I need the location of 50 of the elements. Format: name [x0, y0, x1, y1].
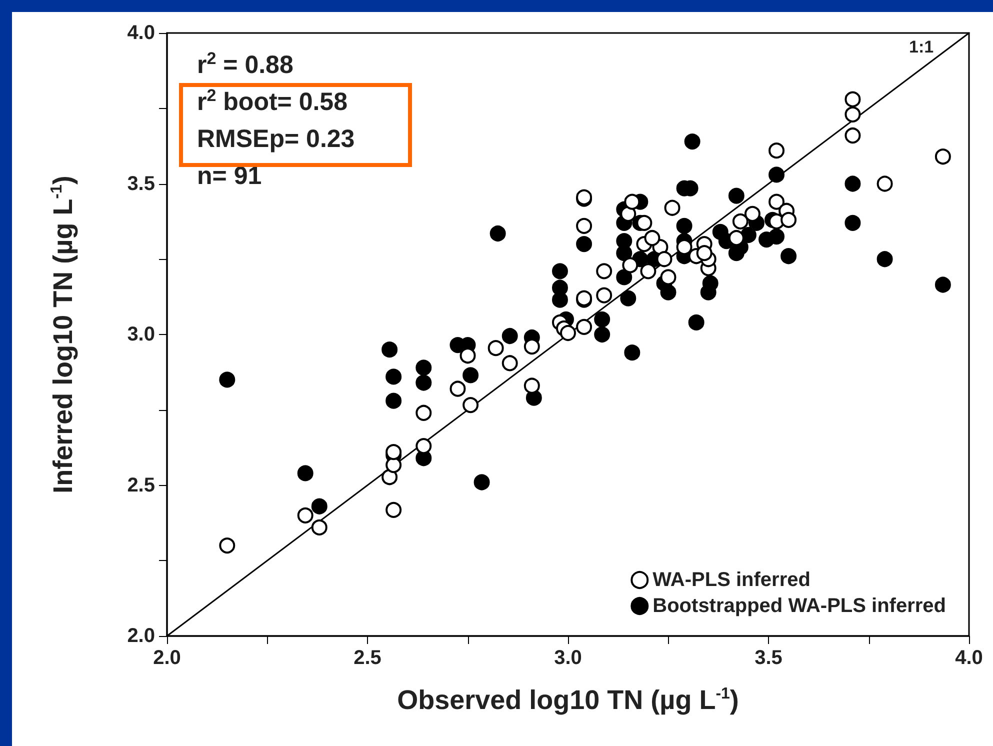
point [844, 128, 861, 144]
point [844, 106, 861, 122]
annotation: r$^{2}$ = 0.88 [197, 49, 294, 80]
annotation: RMSEp= 0.23 [197, 124, 355, 154]
point [576, 318, 592, 335]
y-tick-label: 2.0 [127, 625, 155, 647]
point [297, 507, 314, 524]
annotation: r$^{2}$ boot= 0.58 [197, 86, 348, 117]
point [934, 148, 951, 165]
y-axis-title: Inferred log10 TN (µg L-1) [48, 176, 78, 494]
point [462, 397, 479, 414]
point [488, 340, 504, 356]
x-tick-label: 4.0 [955, 647, 983, 669]
point [636, 214, 652, 231]
point [768, 194, 785, 210]
point [780, 212, 797, 228]
point [844, 91, 861, 108]
point [219, 538, 236, 554]
point [640, 263, 656, 280]
annotation: n= 91 [197, 161, 262, 191]
x-tick-label: 3.0 [554, 647, 582, 669]
point [386, 502, 402, 518]
y-tick-label: 3.0 [127, 324, 155, 346]
point [660, 269, 676, 286]
point [664, 200, 680, 216]
x-tick-label: 2.0 [153, 647, 181, 669]
y-tick-label: 2.5 [127, 474, 155, 496]
x-tick-label: 3.5 [754, 647, 782, 669]
point [576, 218, 592, 234]
point [560, 324, 576, 341]
series-label: 1:1 [909, 38, 934, 56]
point [644, 230, 660, 246]
point [596, 287, 612, 304]
point [416, 404, 432, 421]
legend-label: WA-PLS inferred [652, 569, 810, 591]
point [732, 213, 748, 230]
point [524, 378, 540, 394]
point [450, 380, 466, 397]
x-tick-label: 2.5 [354, 647, 382, 669]
point [768, 142, 785, 159]
point [876, 176, 893, 192]
point [386, 444, 402, 460]
y-tick-label: 3.5 [127, 172, 155, 195]
legend-label: Bootstrapped WA-PLS inferred [652, 595, 946, 617]
point [416, 438, 432, 454]
point [502, 355, 518, 372]
point [596, 263, 612, 280]
point [311, 519, 328, 536]
point [696, 245, 712, 262]
y-tick-label: 4.0 [127, 22, 155, 44]
